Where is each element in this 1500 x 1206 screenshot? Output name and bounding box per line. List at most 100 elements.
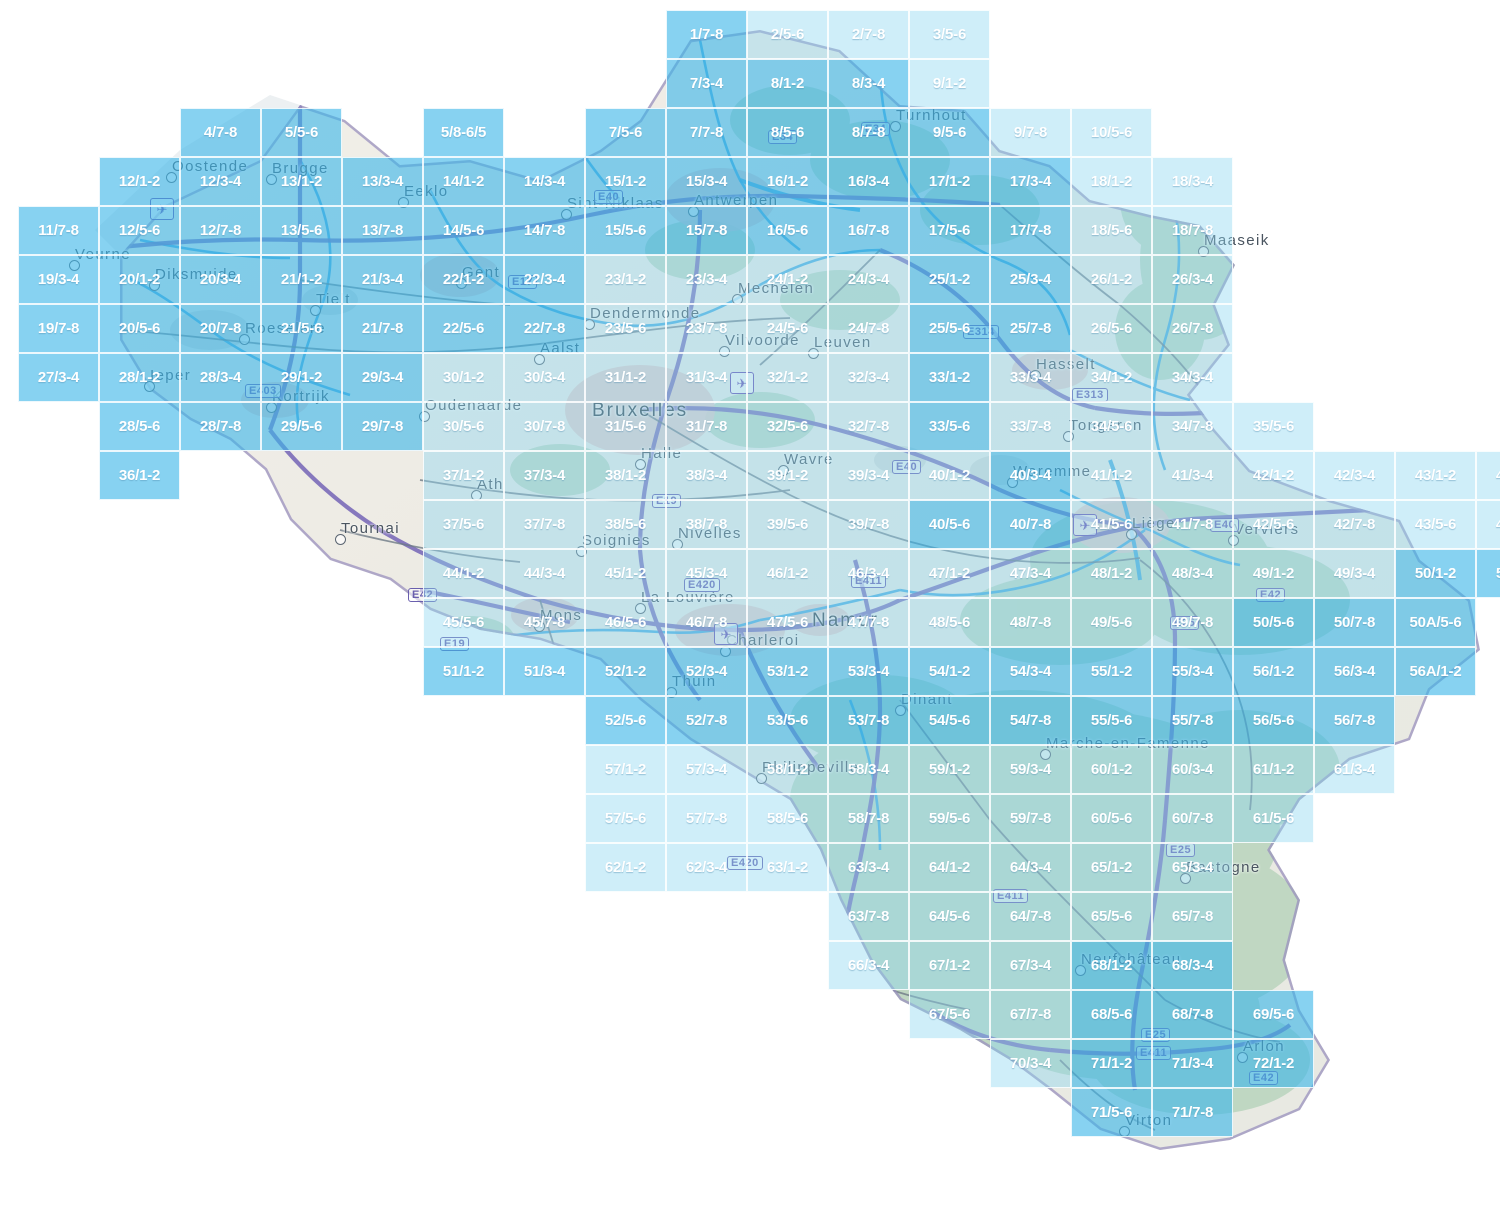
map-sheet-tile[interactable]: 23/3-4 bbox=[666, 255, 747, 304]
map-sheet-tile[interactable]: 9/1-2 bbox=[909, 59, 990, 108]
map-sheet-tile[interactable]: 26/5-6 bbox=[1071, 304, 1152, 353]
map-sheet-tile[interactable]: 32/7-8 bbox=[828, 402, 909, 451]
map-sheet-tile[interactable]: 16/5-6 bbox=[747, 206, 828, 255]
map-sheet-tile[interactable]: 59/5-6 bbox=[909, 794, 990, 843]
map-sheet-tile[interactable]: 46/3-4 bbox=[828, 549, 909, 598]
map-sheet-tile[interactable]: 13/5-6 bbox=[261, 206, 342, 255]
map-sheet-tile[interactable]: 53/1-2 bbox=[747, 647, 828, 696]
map-sheet-tile[interactable]: 24/5-6 bbox=[747, 304, 828, 353]
map-sheet-tile[interactable]: 68/7-8 bbox=[1152, 990, 1233, 1039]
map-sheet-tile[interactable]: 8/5-6 bbox=[747, 108, 828, 157]
map-sheet-tile[interactable]: 21/7-8 bbox=[342, 304, 423, 353]
map-sheet-tile[interactable]: 60/3-4 bbox=[1152, 745, 1233, 794]
map-sheet-tile[interactable]: 31/3-4 bbox=[666, 353, 747, 402]
map-sheet-tile[interactable]: 56/1-2 bbox=[1233, 647, 1314, 696]
map-sheet-tile[interactable]: 28/5-6 bbox=[99, 402, 180, 451]
map-sheet-tile[interactable]: 53/3-4 bbox=[828, 647, 909, 696]
map-sheet-tile[interactable]: 9/5-6 bbox=[909, 108, 990, 157]
map-sheet-tile[interactable]: 19/7-8 bbox=[18, 304, 99, 353]
map-sheet-tile[interactable]: 29/5-6 bbox=[261, 402, 342, 451]
map-sheet-tile[interactable]: 14/7-8 bbox=[504, 206, 585, 255]
map-sheet-tile[interactable]: 37/7-8 bbox=[504, 500, 585, 549]
map-sheet-tile[interactable]: 17/1-2 bbox=[909, 157, 990, 206]
map-sheet-tile[interactable]: 58/7-8 bbox=[828, 794, 909, 843]
map-sheet-tile[interactable]: 49/7-8 bbox=[1152, 598, 1233, 647]
map-sheet-tile[interactable]: 71/7-8 bbox=[1152, 1088, 1233, 1137]
map-sheet-tile[interactable]: 51/3-4 bbox=[504, 647, 585, 696]
map-sheet-tile[interactable]: 63/7-8 bbox=[828, 892, 909, 941]
map-sheet-tile[interactable]: 20/5-6 bbox=[99, 304, 180, 353]
map-sheet-tile[interactable]: 47/3-4 bbox=[990, 549, 1071, 598]
map-sheet-tile[interactable]: 20/1-2 bbox=[99, 255, 180, 304]
map-sheet-tile[interactable]: 34/3-4 bbox=[1152, 353, 1233, 402]
map-sheet-tile[interactable]: 61/3-4 bbox=[1314, 745, 1395, 794]
map-sheet-tile[interactable]: 25/7-8 bbox=[990, 304, 1071, 353]
map-sheet-tile[interactable]: 30/7-8 bbox=[504, 402, 585, 451]
map-sheet-tile[interactable]: 57/3-4 bbox=[666, 745, 747, 794]
map-sheet-tile[interactable]: 53/7-8 bbox=[828, 696, 909, 745]
map-sheet-tile[interactable]: 17/3-4 bbox=[990, 157, 1071, 206]
map-sheet-tile[interactable]: 28/1-2 bbox=[99, 353, 180, 402]
map-sheet-tile[interactable]: 46/5-6 bbox=[585, 598, 666, 647]
map-sheet-tile[interactable]: 67/1-2 bbox=[909, 941, 990, 990]
map-sheet-tile[interactable]: 32/3-4 bbox=[828, 353, 909, 402]
map-sheet-tile[interactable]: 49/3-4 bbox=[1314, 549, 1395, 598]
map-sheet-tile[interactable]: 2/7-8 bbox=[828, 10, 909, 59]
map-sheet-tile[interactable]: 29/3-4 bbox=[342, 353, 423, 402]
map-sheet-tile[interactable]: 39/3-4 bbox=[828, 451, 909, 500]
map-sheet-tile[interactable]: 41/7-8 bbox=[1152, 500, 1233, 549]
map-sheet-tile[interactable]: 14/5-6 bbox=[423, 206, 504, 255]
map-sheet-tile[interactable]: 58/1-2 bbox=[747, 745, 828, 794]
map-sheet-tile[interactable]: 31/5-6 bbox=[585, 402, 666, 451]
map-sheet-tile[interactable]: 24/7-8 bbox=[828, 304, 909, 353]
map-sheet-tile[interactable]: 54/3-4 bbox=[990, 647, 1071, 696]
map-sheet-tile[interactable]: 63/3-4 bbox=[828, 843, 909, 892]
map-sheet-tile[interactable]: 71/3-4 bbox=[1152, 1039, 1233, 1088]
map-sheet-tile[interactable]: 61/5-6 bbox=[1233, 794, 1314, 843]
map-sheet-tile[interactable]: 55/7-8 bbox=[1152, 696, 1233, 745]
map-sheet-tile[interactable]: 59/1-2 bbox=[909, 745, 990, 794]
map-sheet-tile[interactable]: 52/1-2 bbox=[585, 647, 666, 696]
map-sheet-tile[interactable]: 33/5-6 bbox=[909, 402, 990, 451]
map-sheet-tile[interactable]: 52/7-8 bbox=[666, 696, 747, 745]
map-sheet-tile[interactable]: 22/5-6 bbox=[423, 304, 504, 353]
map-sheet-tile[interactable]: 25/1-2 bbox=[909, 255, 990, 304]
map-sheet-tile[interactable]: 65/7-8 bbox=[1152, 892, 1233, 941]
map-sheet-tile[interactable]: 46/1-2 bbox=[747, 549, 828, 598]
map-sheet-tile[interactable]: 41/1-2 bbox=[1071, 451, 1152, 500]
map-sheet-tile[interactable]: 60/7-8 bbox=[1152, 794, 1233, 843]
map-sheet-tile[interactable]: 30/1-2 bbox=[423, 353, 504, 402]
map-sheet-tile[interactable]: 15/1-2 bbox=[585, 157, 666, 206]
map-sheet-tile[interactable]: 31/7-8 bbox=[666, 402, 747, 451]
map-sheet-tile[interactable]: 34/7-8 bbox=[1152, 402, 1233, 451]
map-sheet-tile[interactable]: 53/5-6 bbox=[747, 696, 828, 745]
map-sheet-tile[interactable]: 28/7-8 bbox=[180, 402, 261, 451]
map-sheet-tile[interactable]: 7/3-4 bbox=[666, 59, 747, 108]
map-sheet-tile[interactable]: 39/5-6 bbox=[747, 500, 828, 549]
map-sheet-tile[interactable]: 58/5-6 bbox=[747, 794, 828, 843]
map-sheet-tile[interactable]: 57/7-8 bbox=[666, 794, 747, 843]
map-sheet-tile[interactable]: 51/1-2 bbox=[423, 647, 504, 696]
map-sheet-tile[interactable]: 16/1-2 bbox=[747, 157, 828, 206]
map-sheet-tile[interactable]: 25/5-6 bbox=[909, 304, 990, 353]
map-sheet-tile[interactable]: 38/7-8 bbox=[666, 500, 747, 549]
map-sheet-tile[interactable]: 50/5-6 bbox=[1233, 598, 1314, 647]
map-sheet-tile[interactable]: 29/7-8 bbox=[342, 402, 423, 451]
map-sheet-tile[interactable]: 45/5-6 bbox=[423, 598, 504, 647]
map-sheet-tile[interactable]: 55/5-6 bbox=[1071, 696, 1152, 745]
map-sheet-tile[interactable]: 39/7-8 bbox=[828, 500, 909, 549]
map-sheet-tile[interactable]: 14/3-4 bbox=[504, 157, 585, 206]
map-sheet-tile[interactable]: 50/3-4 bbox=[1476, 549, 1500, 598]
map-sheet-tile[interactable]: 54/5-6 bbox=[909, 696, 990, 745]
map-sheet-tile[interactable]: 56/3-4 bbox=[1314, 647, 1395, 696]
map-sheet-tile[interactable]: 48/3-4 bbox=[1152, 549, 1233, 598]
map-sheet-tile[interactable]: 63/1-2 bbox=[747, 843, 828, 892]
map-sheet-tile[interactable]: 7/5-6 bbox=[585, 108, 666, 157]
map-sheet-tile[interactable]: 24/1-2 bbox=[747, 255, 828, 304]
map-sheet-tile[interactable]: 33/3-4 bbox=[990, 353, 1071, 402]
map-sheet-tile[interactable]: 61/1-2 bbox=[1233, 745, 1314, 794]
map-sheet-tile[interactable]: 12/1-2 bbox=[99, 157, 180, 206]
map-sheet-tile[interactable]: 32/1-2 bbox=[747, 353, 828, 402]
map-sheet-tile[interactable]: 23/5-6 bbox=[585, 304, 666, 353]
map-sheet-tile[interactable]: 65/1-2 bbox=[1071, 843, 1152, 892]
